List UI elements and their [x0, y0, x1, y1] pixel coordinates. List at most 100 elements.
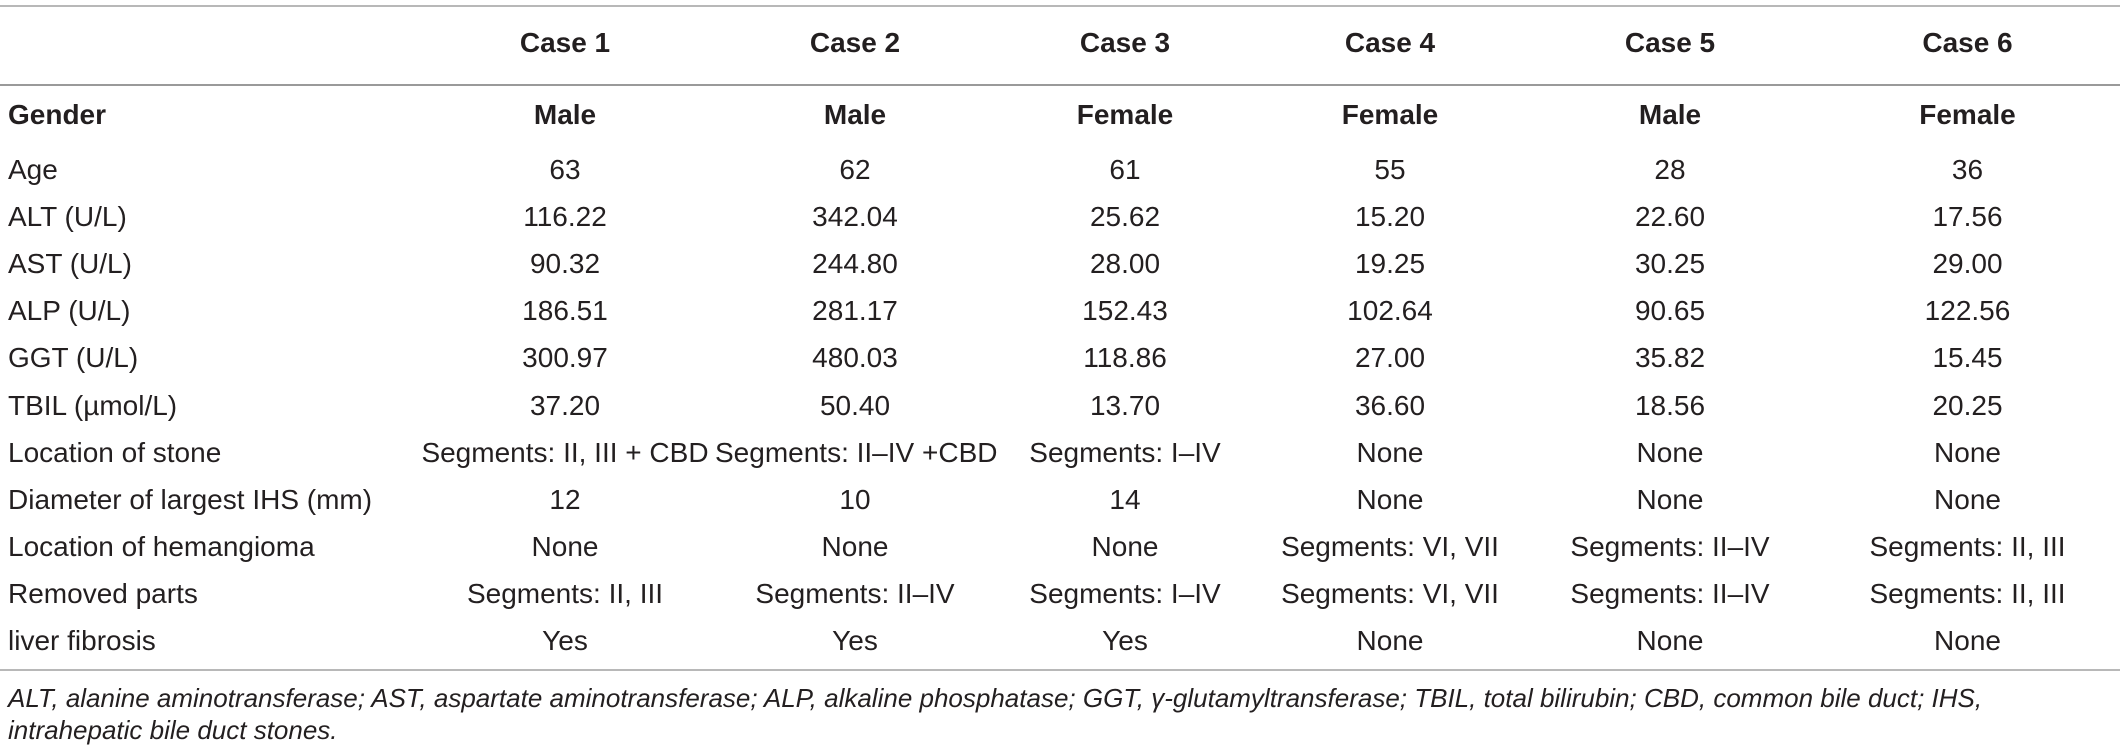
cell-case-5: Segments: II–IV	[1570, 531, 1770, 563]
cell-case-3: None	[1091, 531, 1159, 563]
cell-case-4: 19.25	[1354, 247, 1426, 279]
cell-case-6: Female	[1919, 99, 2016, 130]
cell-case-4: 55	[1374, 153, 1406, 185]
cell-case-6: Segments: II, III	[1869, 578, 2066, 610]
table-row: liver fibrosis Yes Yes Yes None None None	[0, 618, 2120, 665]
cell-case-2: 342.04	[812, 200, 898, 232]
cell-case-5: 28	[1654, 153, 1686, 185]
cell-case-2: Segments: II–IV +CBD	[715, 436, 998, 468]
cell-case-6: 15.45	[1932, 342, 2003, 374]
table-body: Gender Male Male Female Female Male Female Age 6…	[0, 70, 2120, 665]
cell-case-4: None	[1356, 625, 1424, 657]
cell-case-1: 116.22	[523, 200, 607, 232]
cell-case-4: 102.64	[1347, 295, 1433, 327]
row-label: GGT (U/L)	[8, 342, 139, 374]
cell-case-3: 28.00	[1089, 247, 1161, 279]
cell-case-2: 62	[839, 153, 871, 185]
cell-case-5: Male	[1638, 99, 1702, 130]
cell-case-4: Segments: VI, VII	[1281, 578, 1499, 610]
cell-case-1: Segments: II, III	[466, 578, 664, 610]
row-label: Diameter of largest IHS (mm)	[8, 483, 373, 515]
cell-case-3: 118.86	[1083, 342, 1167, 374]
table-header: Case 1 Case 2 Case 3 Case 4 Case 5 Case …	[0, 16, 2120, 70]
row-label: Location of stone	[8, 436, 222, 468]
cell-case-2: 281.17	[812, 295, 898, 327]
cell-case-1: Yes	[542, 625, 588, 657]
cell-case-6: 29.00	[1932, 247, 2003, 279]
table-row: Location of stone Segments: II, III + CBD…	[0, 429, 2120, 476]
cell-case-2: 480.03	[812, 342, 898, 374]
cell-case-5: 35.82	[1634, 342, 1706, 374]
table-bottom-rule	[0, 669, 2120, 671]
cell-case-6: 17.56	[1932, 200, 2003, 232]
cell-case-2: Segments: II–IV	[755, 578, 955, 610]
cell-case-4: None	[1356, 436, 1424, 468]
row-label: liver fibrosis	[8, 625, 156, 657]
table-row: Diameter of largest IHS (mm) 12 10 14 None No…	[0, 476, 2120, 523]
cell-case-6: None	[1934, 483, 2001, 515]
header-case-2: Case 2	[809, 27, 901, 58]
row-label: ALT (U/L)	[8, 200, 127, 232]
row-label: Age	[8, 153, 58, 185]
table-row: ALT (U/L) 116.22 342.04 25.62 15.20 22.60 17.5…	[0, 193, 2120, 240]
row-label: ALP (U/L)	[8, 295, 131, 327]
table-row: Gender Male Male Female Female Male Female	[0, 70, 2120, 146]
cell-case-3: 25.62	[1089, 200, 1161, 232]
cell-case-2: 10	[839, 483, 871, 515]
row-label: Location of hemangioma	[8, 531, 315, 563]
cell-case-5: None	[1636, 483, 1704, 515]
row-label: TBIL (µmol/L)	[8, 389, 178, 421]
patient-characteristics-table: Case 1 Case 2 Case 3 Case 4 Case 5 Case …	[0, 16, 2120, 665]
cell-case-5: Segments: II–IV	[1570, 578, 1770, 610]
cell-case-2: None	[821, 531, 889, 563]
table-row: GGT (U/L) 300.97 480.03 118.86 27.00 35.82 15.…	[0, 335, 2120, 382]
cell-case-3: 14	[1109, 483, 1141, 515]
cell-case-6: None	[1934, 436, 2001, 468]
cell-case-1: Segments: II, III + CBD	[421, 436, 709, 468]
table-top-rule	[0, 5, 2120, 7]
cell-case-5: 22.60	[1634, 200, 1706, 232]
cell-case-1: None	[531, 531, 599, 563]
cell-case-1: Male	[533, 99, 597, 130]
cell-case-3: Segments: I–IV	[1029, 578, 1221, 610]
cell-case-3: 152.43	[1082, 295, 1168, 327]
header-case-6: Case 6	[1922, 27, 2013, 58]
cell-case-4: None	[1356, 483, 1424, 515]
table-footnote: ALT, alanine aminotransferase; AST, aspa…	[8, 683, 1983, 745]
cell-case-5: None	[1636, 625, 1704, 657]
cell-case-6: Segments: II, III	[1869, 531, 2066, 563]
cell-case-3: Segments: I–IV	[1029, 436, 1221, 468]
cell-case-4: 15.20	[1354, 200, 1426, 232]
header-case-3: Case 3	[1079, 27, 1171, 58]
table-row: ALP (U/L) 186.51 281.17 152.43 102.64 90.65 12…	[0, 288, 2120, 335]
cell-case-5: 30.25	[1634, 247, 1706, 279]
cell-case-5: None	[1636, 436, 1704, 468]
header-row: Case 1 Case 2 Case 3 Case 4 Case 5 Case …	[0, 16, 2120, 70]
cell-case-4: 36.60	[1354, 389, 1426, 421]
cell-case-3: Female	[1076, 99, 1174, 130]
cell-case-2: Male	[823, 99, 887, 130]
row-label: AST (U/L)	[8, 247, 132, 279]
header-case-4: Case 4	[1344, 27, 1436, 58]
cell-case-3: 13.70	[1089, 389, 1161, 421]
cell-case-1: 37.20	[529, 389, 601, 421]
table-header-rule	[0, 84, 2120, 86]
cell-case-3: 61	[1109, 153, 1141, 185]
table-row: Removed parts Segments: II, III Segments: …	[0, 571, 2120, 618]
row-label: Gender	[8, 99, 107, 130]
table-row: AST (U/L) 90.32 244.80 28.00 19.25 30.25 29.00	[0, 240, 2120, 287]
cell-case-6: 20.25	[1932, 389, 2003, 421]
header-case-5: Case 5	[1624, 27, 1716, 58]
cell-case-5: 90.65	[1634, 295, 1706, 327]
cell-case-6: 122.56	[1924, 295, 2011, 327]
header-case-1: Case 1	[519, 27, 611, 58]
cell-case-1: 300.97	[522, 342, 608, 374]
table-row: Age 63 62 61 55 28 36	[0, 146, 2120, 193]
cell-case-5: 18.56	[1634, 389, 1706, 421]
cell-case-4: Segments: VI, VII	[1281, 531, 1499, 563]
cell-case-3: Yes	[1102, 625, 1148, 657]
cell-case-4: Female	[1341, 99, 1439, 130]
cell-case-2: 244.80	[812, 247, 898, 279]
table-row: Location of hemangioma None None None Segmen…	[0, 524, 2120, 571]
header-corner-cell	[0, 16, 415, 70]
